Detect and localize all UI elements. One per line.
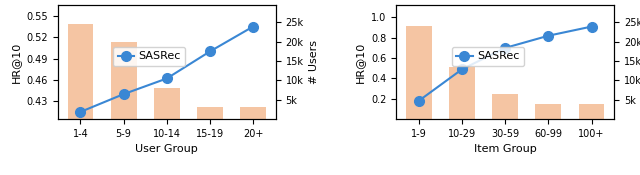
Bar (68, 24, 93, 119)
Bar (449, 67, 475, 119)
SASRec (458, 68, 466, 70)
Legend: SASRec: SASRec (452, 47, 524, 66)
Bar (536, 104, 561, 119)
SASRec (545, 35, 552, 37)
Bar (197, 107, 223, 119)
X-axis label: User Group: User Group (136, 144, 198, 154)
SASRec (77, 111, 84, 113)
Bar (154, 88, 180, 119)
SASRec (501, 47, 509, 49)
Y-axis label: # Users: # Users (309, 40, 319, 84)
Bar (579, 104, 604, 119)
SASRec (588, 26, 595, 28)
SASRec (415, 100, 423, 102)
Bar (492, 94, 518, 119)
Bar (240, 107, 266, 119)
Line: SASRec: SASRec (414, 22, 596, 106)
Bar (111, 42, 136, 119)
Line: SASRec: SASRec (76, 22, 258, 117)
SASRec (249, 26, 257, 28)
Y-axis label: HR@10: HR@10 (355, 41, 365, 83)
Y-axis label: HR@10: HR@10 (11, 41, 20, 83)
X-axis label: Item Group: Item Group (474, 144, 536, 154)
SASRec (206, 50, 214, 52)
SASRec (120, 93, 127, 95)
SASRec (163, 77, 171, 79)
Bar (406, 26, 432, 119)
Legend: SASRec: SASRec (113, 47, 186, 66)
